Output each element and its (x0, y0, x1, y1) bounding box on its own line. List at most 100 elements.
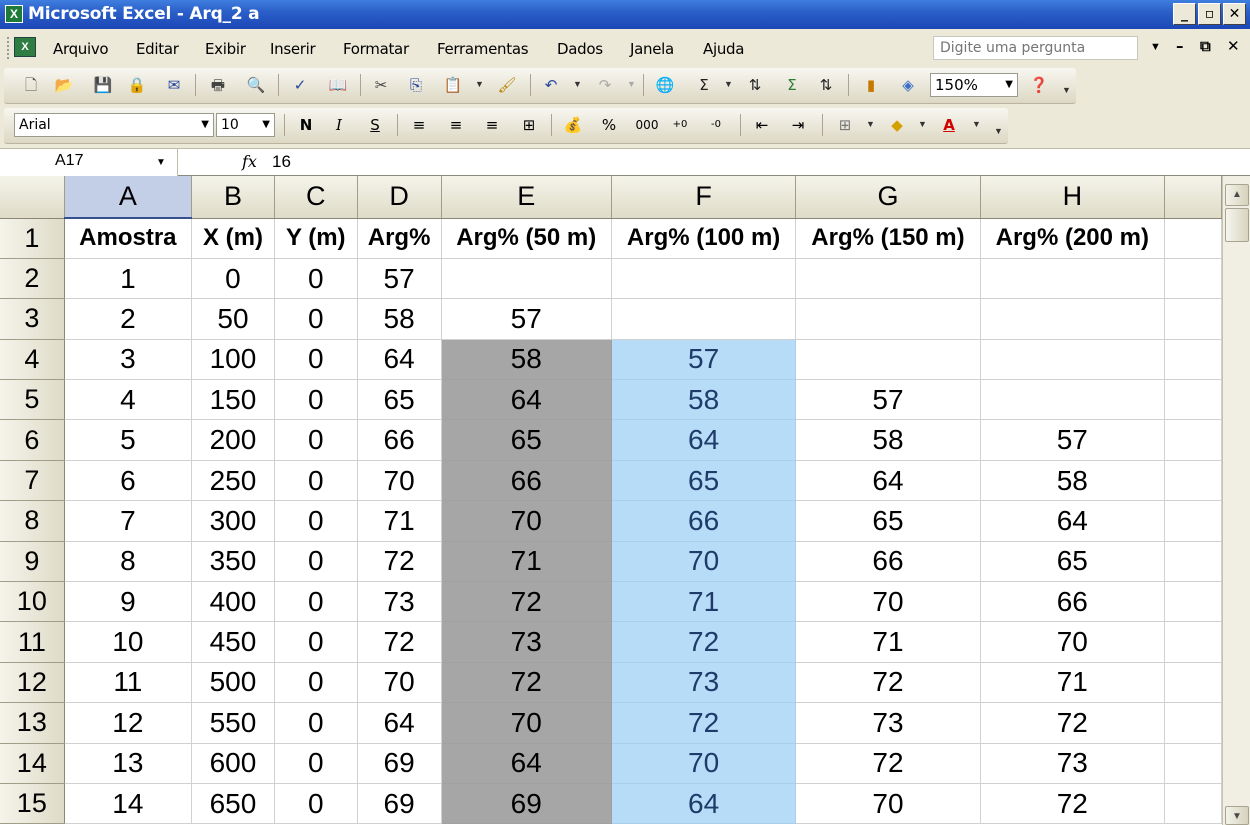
borders-icon[interactable]: ⊞ (838, 116, 852, 134)
cell-b[interactable]: 600 (191, 743, 275, 784)
font-color-button[interactable]: A (943, 116, 955, 134)
cell-d[interactable]: 73 (357, 581, 442, 623)
cell-g[interactable]: 57 (795, 379, 981, 421)
cell-c[interactable]: 0 (274, 621, 358, 663)
cell-d[interactable]: 71 (357, 500, 442, 542)
row-header[interactable]: 1 (0, 218, 65, 259)
cell-c[interactable]: 0 (274, 581, 358, 623)
cell[interactable] (1164, 541, 1222, 583)
cell-g[interactable]: 73 (795, 702, 981, 744)
cell[interactable] (1164, 702, 1222, 744)
cell-h[interactable] (980, 258, 1166, 300)
row-header[interactable]: 10 (0, 581, 65, 623)
menu-arquivo[interactable]: Arquivo (53, 40, 109, 58)
cell-f[interactable]: 70 (611, 743, 797, 784)
cell-g[interactable] (795, 298, 981, 340)
row-header[interactable]: 8 (0, 500, 65, 542)
fill-color-dropdown-icon[interactable]: ▼ (918, 119, 927, 129)
formula-input[interactable]: 16 (272, 152, 291, 171)
drawing-icon[interactable]: ◈ (902, 76, 914, 94)
cell-b[interactable]: 500 (191, 662, 275, 704)
excel-app-icon[interactable]: X (5, 5, 23, 23)
cell-d[interactable]: 58 (357, 298, 442, 340)
font-size-select[interactable]: 10 ▼ (216, 113, 275, 137)
header-cell-e[interactable]: Arg% (50 m) (441, 218, 612, 259)
cell-e[interactable]: 72 (441, 581, 612, 623)
cell-h[interactable]: 70 (980, 621, 1166, 663)
cell-h[interactable]: 72 (980, 702, 1166, 744)
scroll-up-icon[interactable]: ▲ (1225, 184, 1249, 206)
new-icon[interactable]: 🗋 (24, 76, 38, 94)
cell-f[interactable]: 72 (611, 621, 797, 663)
cell-d[interactable]: 57 (357, 258, 442, 300)
cell[interactable] (1164, 298, 1222, 340)
cell-g[interactable]: 64 (795, 460, 981, 502)
scroll-down-icon[interactable]: ▼ (1225, 806, 1249, 825)
cell-h[interactable]: 57 (980, 419, 1166, 461)
row-header[interactable]: 13 (0, 702, 65, 744)
column-header-f[interactable]: F (611, 176, 797, 219)
autosum-dropdown-icon[interactable]: ▼ (724, 79, 733, 89)
row-header[interactable]: 14 (0, 743, 65, 784)
print-icon[interactable]: 🖶 (210, 76, 226, 94)
cut-icon[interactable]: ✂ (374, 76, 388, 94)
cell-e[interactable]: 64 (441, 743, 612, 784)
zoom-dropdown-icon[interactable]: ▼ (1005, 79, 1013, 90)
cell-b[interactable]: 200 (191, 419, 275, 461)
cell-a[interactable]: 6 (64, 460, 193, 502)
cell-f[interactable]: 71 (611, 581, 797, 623)
print-preview-icon[interactable]: 🔍 (246, 76, 266, 94)
cell-a[interactable]: 1 (64, 258, 193, 300)
cell-d[interactable]: 69 (357, 783, 442, 825)
cell-f[interactable]: 70 (611, 541, 797, 583)
cell-b[interactable]: 350 (191, 541, 275, 583)
close-button[interactable]: ✕ (1223, 3, 1246, 25)
cell-e[interactable]: 58 (441, 339, 612, 381)
header-cell-d[interactable]: Arg% (357, 218, 442, 259)
cell-f[interactable]: 57 (611, 339, 797, 381)
font-name-select[interactable]: Arial ▼ (14, 113, 214, 137)
sort-ascending-icon[interactable]: ⇅ (748, 76, 762, 94)
cell-b[interactable]: 250 (191, 460, 275, 502)
row-header[interactable]: 2 (0, 258, 65, 300)
cell-c[interactable]: 0 (274, 298, 358, 340)
header-cell-b[interactable]: X (m) (191, 218, 275, 259)
toolbar-grip[interactable] (7, 37, 10, 59)
cell-h[interactable] (980, 298, 1166, 340)
cell-b[interactable]: 50 (191, 298, 275, 340)
undo-icon[interactable]: ↶ (544, 76, 558, 94)
cell[interactable] (1164, 581, 1222, 623)
sort-descending-icon[interactable]: ⇅ (819, 76, 833, 94)
function-icon[interactable]: Σ (787, 76, 797, 94)
cell-b[interactable]: 150 (191, 379, 275, 421)
menu-ferramentas[interactable]: Ferramentas (437, 40, 529, 58)
cell-a[interactable]: 10 (64, 621, 193, 663)
cell-h[interactable]: 65 (980, 541, 1166, 583)
cell-g[interactable]: 58 (795, 419, 981, 461)
cell[interactable] (1164, 662, 1222, 704)
ask-dropdown-icon[interactable]: ▼ (1150, 41, 1161, 53)
cell-h[interactable] (980, 379, 1166, 421)
name-box[interactable]: A17 (0, 149, 178, 176)
cell[interactable] (1164, 339, 1222, 381)
doc-minimize-button[interactable]: – (1176, 37, 1184, 55)
cell-d[interactable]: 64 (357, 339, 442, 381)
cell-d[interactable]: 70 (357, 460, 442, 502)
ask-question-input[interactable] (934, 37, 1137, 59)
cell-a[interactable]: 14 (64, 783, 193, 825)
row-header[interactable]: 5 (0, 379, 65, 421)
cell[interactable] (1164, 258, 1222, 300)
cell-d[interactable]: 69 (357, 743, 442, 784)
column-header-b[interactable]: B (191, 176, 275, 219)
cell-g[interactable]: 70 (795, 783, 981, 825)
cell-e[interactable]: 72 (441, 662, 612, 704)
undo-dropdown-icon[interactable]: ▼ (573, 79, 582, 89)
cell-e[interactable]: 73 (441, 621, 612, 663)
email-icon[interactable]: ✉ (167, 76, 181, 94)
cell-d[interactable]: 72 (357, 541, 442, 583)
copy-icon[interactable]: ⎘ (409, 76, 422, 94)
menu-inserir[interactable]: Inserir (270, 40, 316, 58)
doc-restore-button[interactable]: ⧉ (1200, 37, 1211, 55)
underline-button[interactable]: S (370, 116, 380, 134)
font-color-dropdown-icon[interactable]: ▼ (972, 119, 981, 129)
